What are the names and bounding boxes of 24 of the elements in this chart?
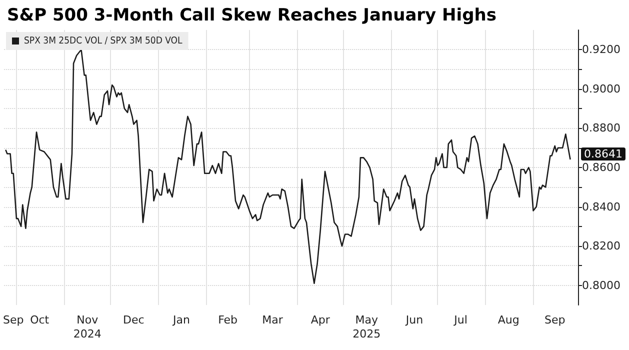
chart-title: S&P 500 3-Month Call Skew Reaches January Highs bbox=[7, 6, 496, 26]
x-tick-label: Dec bbox=[123, 314, 144, 326]
x-tick-label: Sep bbox=[3, 314, 24, 326]
annotation: 0.8641 bbox=[584, 147, 622, 160]
x-tick-label: Nov 2024 bbox=[73, 314, 102, 340]
y-tick-label: 0.8000 bbox=[582, 278, 620, 292]
y-tick-label: 0.8200 bbox=[582, 240, 620, 253]
y-tick-label: 0.9000 bbox=[582, 82, 620, 96]
y-tick-label: 0.8800 bbox=[582, 122, 620, 135]
x-tick-label: Oct bbox=[30, 314, 50, 326]
y-tick-label: 0.8400 bbox=[582, 200, 620, 214]
x-tick-label: Aug bbox=[498, 314, 520, 326]
x-tick-label: May 2025 bbox=[352, 314, 381, 340]
y-tick-label: 0.9200 bbox=[582, 43, 620, 56]
x-tick-label: Feb bbox=[218, 314, 238, 326]
x-tick-label: Apr bbox=[310, 314, 330, 326]
legend-label: SPX 3M 25DC VOL / SPX 3M 50D VOL bbox=[24, 36, 183, 46]
y-tick-label: 0.8600 bbox=[582, 161, 620, 174]
x-tick-label: Mar bbox=[262, 314, 284, 326]
x-tick-label: Jan bbox=[172, 314, 190, 326]
line-series bbox=[5, 48, 571, 284]
x-tick-label: Jul bbox=[453, 314, 468, 326]
x-tick-label: Jun bbox=[404, 314, 424, 326]
x-tick-label: Sep bbox=[544, 314, 566, 326]
